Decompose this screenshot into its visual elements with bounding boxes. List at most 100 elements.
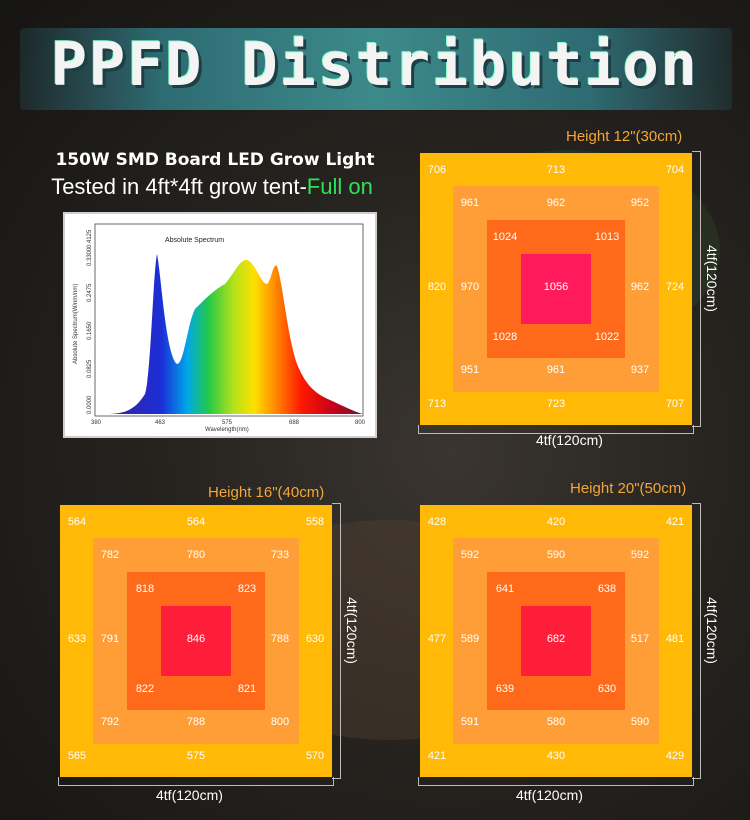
x-tick-4: 688: [289, 420, 300, 426]
ppfd-value: 633: [67, 633, 87, 645]
x-tick-1: 380: [91, 420, 102, 426]
x-tick-5: 800: [355, 420, 366, 426]
ppfd-value: 704: [665, 164, 685, 176]
ppfd-value: 570: [305, 750, 325, 762]
ppfd-value: 952: [630, 197, 650, 209]
ppfd-value: 713: [427, 398, 447, 410]
ppfd-value: 630: [305, 633, 325, 645]
depth-dimension-line: [692, 151, 701, 427]
width-dimension-line: [58, 777, 334, 786]
ppfd-value: 962: [630, 281, 650, 293]
y-tick-6: 0.4125: [87, 229, 93, 248]
ppfd-value: 564: [186, 516, 206, 528]
ppfd-center-value: 682: [546, 633, 566, 645]
ppfd-value: 564: [67, 516, 87, 528]
ppfd-value: 638: [597, 583, 617, 595]
test-mode-highlight: Full on: [306, 174, 373, 199]
ppfd-value: 421: [427, 750, 447, 762]
width-dimension-label: 4tf(120cm): [536, 432, 603, 448]
ppfd-center-value: 1056: [543, 281, 569, 293]
ppfd-value: 707: [665, 398, 685, 410]
depth-dimension-label: 4tf(120cm): [344, 597, 360, 664]
spectrum-title: Absolute Spectrum: [165, 237, 224, 244]
ppfd-center-zone: [521, 606, 591, 676]
ppfd-value: 713: [546, 164, 566, 176]
ppfd-value: 970: [460, 281, 480, 293]
ppfd-value: 800: [270, 716, 290, 728]
ppfd-value: 481: [665, 633, 685, 645]
page-title: PPFD Distribution: [50, 30, 700, 100]
spectrum-chart: Absolute Spectrum 380 463 575 688 800 Wa…: [63, 212, 377, 438]
ppfd-value: 592: [460, 549, 480, 561]
ppfd-value: 1028: [492, 331, 518, 343]
ppfd-value: 639: [495, 683, 515, 695]
product-name: 150W SMD Board LED Grow Light: [55, 150, 375, 170]
ppfd-value: 823: [237, 583, 257, 595]
ppfd-value: 558: [305, 516, 325, 528]
width-dimension-label: 4tf(120cm): [156, 787, 223, 803]
ppfd-value: 792: [100, 716, 120, 728]
width-dimension-line: [418, 777, 694, 786]
ppfd-value: 591: [460, 716, 480, 728]
y-tick-4: 0.2475: [87, 283, 93, 302]
x-tick-3: 575: [222, 420, 233, 426]
mounting-height-label: Height 16"(40cm): [208, 484, 325, 501]
ppfd-value: 641: [495, 583, 515, 595]
ppfd-value: 477: [427, 633, 447, 645]
test-condition: Tested in 4ft*4ft grow tent-Full on: [22, 174, 402, 200]
ppfd-value: 733: [270, 549, 290, 561]
ppfd-value: 429: [665, 750, 685, 762]
ppfd-center-zone: [521, 254, 591, 324]
ppfd-center-zone: [161, 606, 231, 676]
ppfd-value: 788: [270, 633, 290, 645]
ppfd-value: 724: [665, 281, 685, 293]
ppfd-center-value: 846: [186, 633, 206, 645]
ppfd-value: 421: [665, 516, 685, 528]
ppfd-value: 791: [100, 633, 120, 645]
ppfd-value: 580: [546, 716, 566, 728]
mounting-height-label: Height 12"(30cm): [566, 128, 683, 145]
ppfd-value: 818: [135, 583, 155, 595]
ppfd-value: 565: [67, 750, 87, 762]
ppfd-value: 937: [630, 364, 650, 376]
ppfd-value: 517: [630, 633, 650, 645]
depth-dimension-label: 4tf(120cm): [704, 597, 720, 664]
ppfd-value: 961: [460, 197, 480, 209]
ppfd-value: 961: [546, 364, 566, 376]
depth-dimension-label: 4tf(120cm): [704, 245, 720, 312]
ppfd-value: 822: [135, 683, 155, 695]
title-banner: [20, 28, 732, 110]
ppfd-value: 589: [460, 633, 480, 645]
ppfd-value: 782: [100, 549, 120, 561]
ppfd-value: 1022: [594, 331, 620, 343]
ppfd-value: 780: [186, 549, 206, 561]
ppfd-value: 1013: [594, 231, 620, 243]
ppfd-value: 706: [427, 164, 447, 176]
ppfd-panel-1: 706 713 704 820 724 713 723 707 961 962 952 970 962 9…: [420, 153, 692, 425]
x-tick-2: 463: [155, 420, 166, 426]
ppfd-value: 575: [186, 750, 206, 762]
y-tick-3: 0.1650: [87, 321, 93, 340]
ppfd-value: 962: [546, 197, 566, 209]
ppfd-value: 592: [630, 549, 650, 561]
y-tick-5: 0.3300: [87, 247, 93, 266]
ppfd-panel-3: 428 420 421 477 481 421 430 429 592 590 592 589 517 5…: [420, 505, 692, 777]
ppfd-value: 630: [597, 683, 617, 695]
width-dimension-label: 4tf(120cm): [516, 787, 583, 803]
ppfd-value: 723: [546, 398, 566, 410]
depth-dimension-line: [692, 503, 701, 779]
ppfd-value: 590: [546, 549, 566, 561]
ppfd-value: 590: [630, 716, 650, 728]
x-axis-label: Wavelength(nm): [205, 427, 249, 433]
ppfd-value: 430: [546, 750, 566, 762]
depth-dimension-line: [332, 503, 341, 779]
ppfd-value: 420: [546, 516, 566, 528]
mounting-height-label: Height 20"(50cm): [570, 480, 687, 497]
y-tick-2: 0.0825: [87, 359, 93, 378]
test-condition-text: Tested in 4ft*4ft grow tent-: [51, 174, 307, 199]
y-axis-label: Absolute Spectrum(W/nm/nm): [73, 284, 79, 364]
ppfd-value: 428: [427, 516, 447, 528]
ppfd-value: 788: [186, 716, 206, 728]
ppfd-panel-2: 564 564 558 633 630 565 575 570 782 780 733 791 788 7…: [60, 505, 332, 777]
ppfd-value: 1024: [492, 231, 518, 243]
